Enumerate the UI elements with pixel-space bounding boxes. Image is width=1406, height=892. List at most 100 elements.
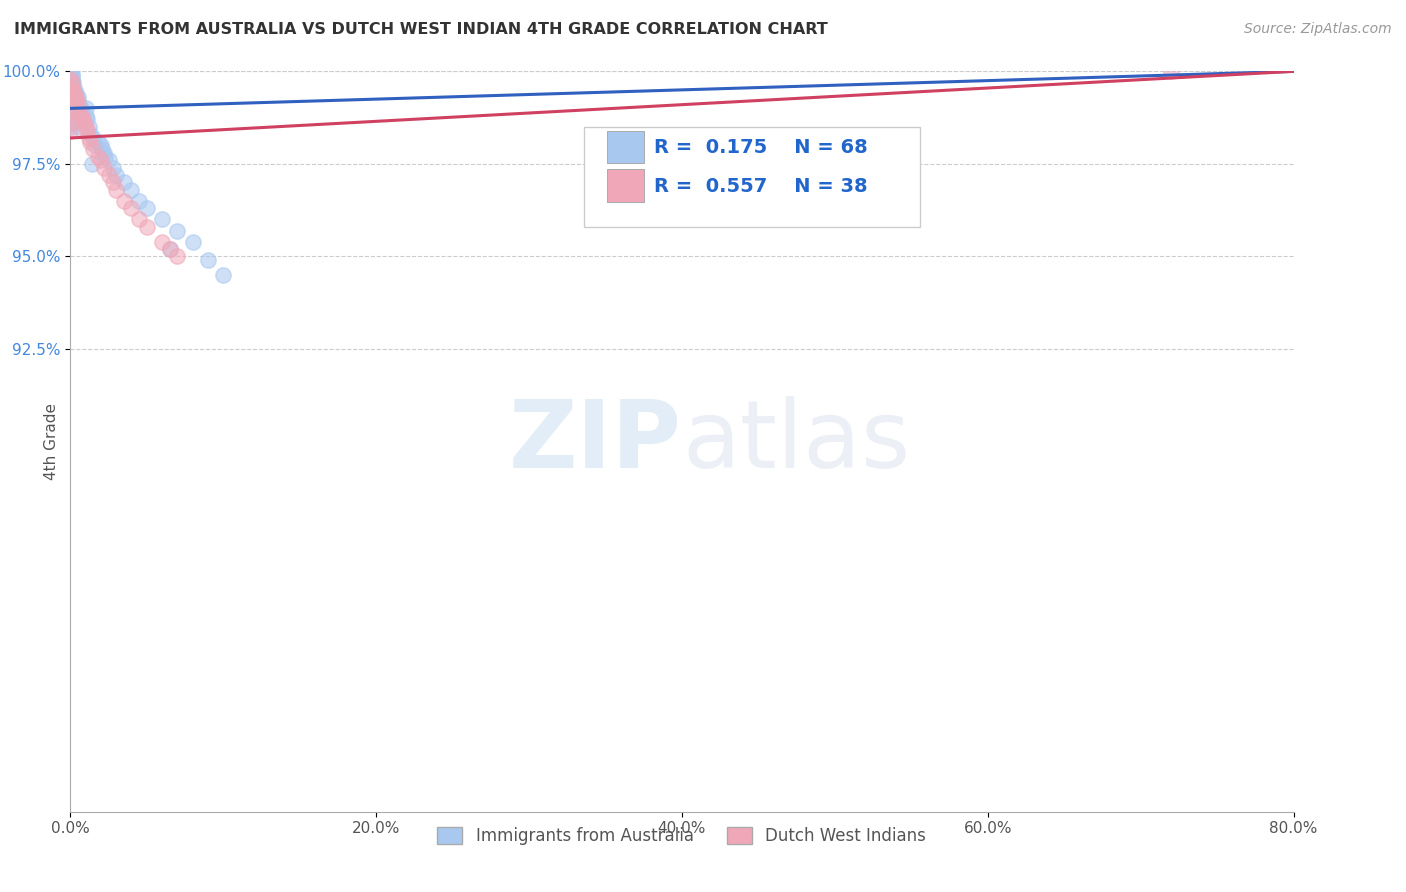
Point [59,64,82,78]
Point [63,101,86,115]
Point [112,175,135,189]
Point [59,120,82,134]
Point [65,87,87,101]
Point [59,64,82,78]
Point [66,97,89,112]
Point [212,268,235,282]
Point [60,101,83,115]
Point [59,105,82,120]
Text: ZIP: ZIP [509,395,682,488]
Point [79,128,101,142]
Point [101,161,124,175]
Point [121,183,143,197]
Point [66,90,89,104]
Text: atlas: atlas [682,395,910,488]
Point [150,212,173,227]
Point [62,75,84,89]
Point [65,90,87,104]
Point [181,235,204,249]
Point [112,194,135,208]
Point [1160,64,1182,78]
Y-axis label: 4th Grade: 4th Grade [44,403,59,480]
Point [135,219,157,234]
Point [83,138,105,153]
Point [82,142,104,156]
Point [87,135,110,149]
FancyBboxPatch shape [607,169,644,202]
Point [59,64,82,78]
Point [166,223,188,237]
Point [75,120,97,134]
Point [60,75,83,89]
Point [159,242,181,256]
Legend: Immigrants from Australia, Dutch West Indians: Immigrants from Australia, Dutch West In… [430,820,934,852]
Point [59,64,82,78]
Point [59,64,82,78]
Point [87,149,110,163]
Point [76,112,98,127]
Point [59,87,82,101]
Point [135,202,157,216]
Point [60,116,83,130]
Point [97,168,120,182]
Text: IMMIGRANTS FROM AUSTRALIA VS DUTCH WEST INDIAN 4TH GRADE CORRELATION CHART: IMMIGRANTS FROM AUSTRALIA VS DUTCH WEST … [14,22,828,37]
Point [75,109,97,123]
Point [62,79,84,94]
Point [59,112,82,127]
Point [121,202,143,216]
Point [197,253,219,268]
Point [62,83,84,97]
Point [73,116,96,130]
Point [62,87,84,101]
Point [69,97,91,112]
Point [60,109,83,123]
Point [166,249,188,263]
Point [90,153,112,168]
Point [59,64,82,78]
Point [101,175,124,189]
Point [72,112,94,127]
Point [94,149,117,163]
Point [59,94,82,108]
Point [59,64,82,78]
Text: Source: ZipAtlas.com: Source: ZipAtlas.com [1244,22,1392,37]
Point [66,112,89,127]
Point [70,109,93,123]
Point [77,131,100,145]
Point [59,64,82,78]
Point [59,97,82,112]
Point [59,64,82,78]
Point [79,135,101,149]
Point [65,94,87,108]
Point [69,120,91,134]
Point [77,120,100,134]
Point [62,94,84,108]
Point [60,68,83,82]
Point [59,79,82,94]
FancyBboxPatch shape [607,130,644,163]
Point [91,142,114,156]
Point [159,242,181,256]
Point [76,123,98,137]
Point [97,153,120,168]
Point [128,212,150,227]
Point [105,168,128,182]
Point [82,131,104,145]
Point [65,105,87,120]
Point [60,68,83,82]
Point [60,75,83,89]
Point [59,64,82,78]
Point [90,138,112,153]
Point [93,145,115,160]
Point [63,90,86,104]
Point [93,161,115,175]
Point [59,83,82,97]
Point [59,116,82,130]
Text: R =  0.557    N = 38: R = 0.557 N = 38 [654,177,868,195]
Point [62,83,84,97]
Point [59,123,82,137]
Point [66,94,89,108]
Point [59,64,82,78]
Point [59,90,82,104]
Point [63,83,86,97]
